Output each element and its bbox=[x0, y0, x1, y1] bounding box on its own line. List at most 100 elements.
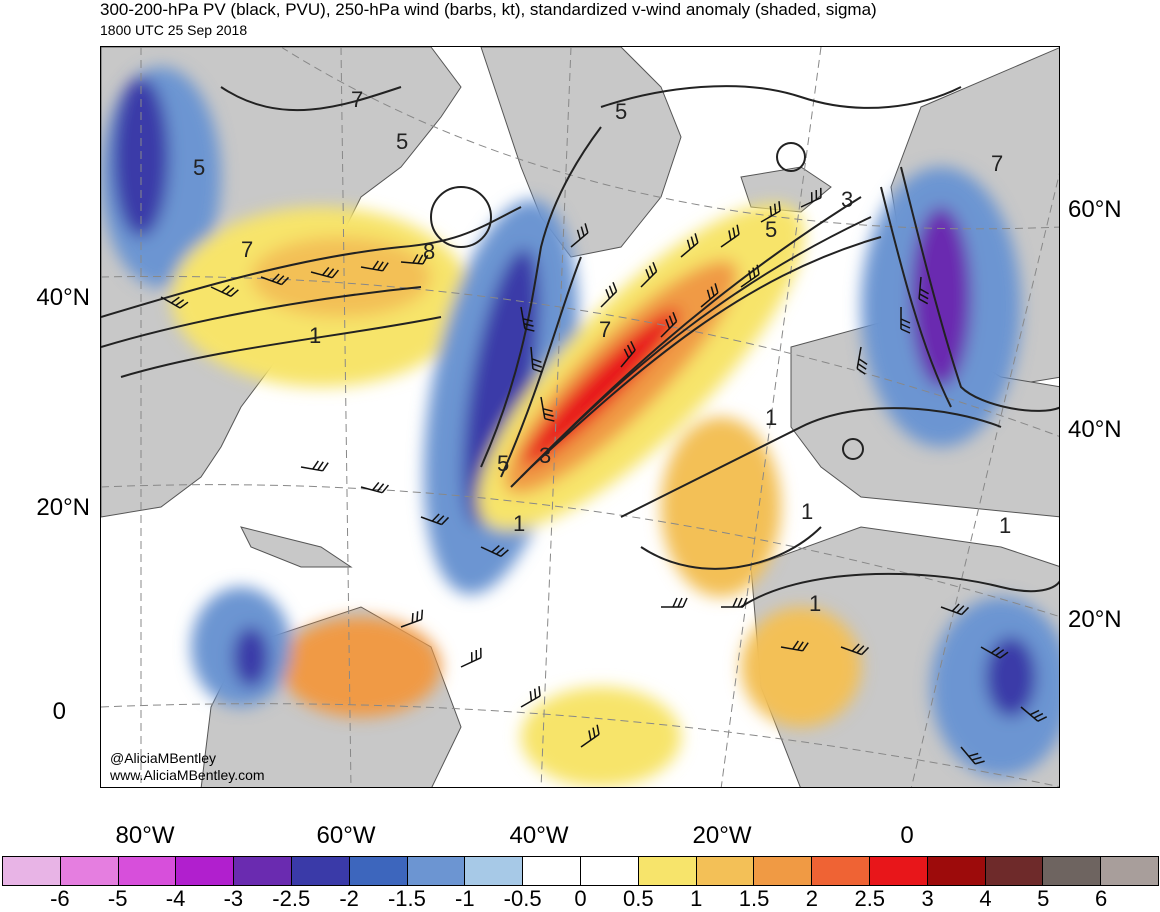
colorbar-segment bbox=[754, 857, 813, 885]
meridian-40w bbox=[540, 47, 572, 787]
contour-label: 1 bbox=[309, 323, 321, 348]
pv-contour bbox=[620, 407, 1002, 518]
wind-barb bbox=[400, 609, 424, 628]
graticule bbox=[101, 47, 1059, 787]
colorbar-tick-label: -6 bbox=[50, 886, 70, 911]
anomaly-shading bbox=[101, 67, 1059, 787]
contour-label: 5 bbox=[396, 129, 408, 154]
colorbar-segment bbox=[349, 857, 408, 885]
pv-contour bbox=[500, 256, 582, 478]
colorbar-tick-label: 1 bbox=[690, 886, 703, 911]
colorbar-segment bbox=[696, 857, 755, 885]
colorbar-segment bbox=[580, 857, 639, 885]
pv-contour bbox=[530, 236, 882, 468]
colorbar-tick-label: -0.5 bbox=[503, 886, 542, 911]
neg-anomaly-central-america-core bbox=[233, 627, 269, 687]
chart-subtitle: 1800 UTC 25 Sep 2018 bbox=[100, 22, 248, 38]
wind-barb bbox=[800, 187, 822, 208]
lon-label: 40°W bbox=[509, 822, 569, 849]
latitude-line-0 bbox=[101, 703, 1059, 787]
lat-label-left: 20°N bbox=[36, 494, 90, 521]
wind-barb bbox=[400, 254, 429, 265]
pv-contour bbox=[101, 206, 522, 318]
colorbar-segment bbox=[523, 857, 581, 885]
wind-barb bbox=[918, 276, 929, 305]
wind-barb bbox=[640, 261, 658, 288]
pv-contour bbox=[880, 186, 952, 408]
wind-barb bbox=[960, 746, 985, 765]
contour-label: 1 bbox=[801, 499, 813, 524]
wind-barb bbox=[1020, 706, 1048, 722]
wind-barb bbox=[620, 340, 636, 368]
contour-label: 7 bbox=[241, 237, 253, 262]
colorbar-tick-label: 0 bbox=[574, 886, 587, 911]
colorbar-tick-label: 2 bbox=[805, 886, 819, 911]
colorbar-tick-label: 0.5 bbox=[623, 886, 654, 911]
contour-label: 1 bbox=[513, 511, 525, 536]
wind-barb bbox=[540, 396, 555, 422]
colorbar-segment bbox=[407, 857, 466, 885]
colorbar-segment bbox=[118, 857, 177, 885]
latitude-line-20n bbox=[101, 484, 1059, 617]
colorbar-segment bbox=[1043, 857, 1102, 885]
colorbar-segment bbox=[176, 857, 235, 885]
colorbar-segment bbox=[985, 857, 1044, 885]
colorbar-tick-label: 6 bbox=[1095, 886, 1108, 911]
neg-anomaly-europe-core bbox=[911, 207, 971, 387]
wind-barb bbox=[760, 201, 781, 223]
wind-barb bbox=[160, 296, 189, 309]
iceland-land bbox=[740, 166, 832, 213]
meridian-60w bbox=[340, 47, 352, 787]
colorbar bbox=[2, 856, 1159, 886]
colorbar-tick-label: -1.5 bbox=[387, 886, 426, 911]
chart-title: 300-200-hPa PV (black, PVU), 250-hPa win… bbox=[100, 0, 877, 19]
lon-label: 20°W bbox=[692, 822, 752, 849]
wind-barb bbox=[520, 686, 541, 708]
lat-label-left: 40°N bbox=[36, 284, 90, 311]
pos-anomaly-equatorial bbox=[521, 687, 681, 787]
wind-barb bbox=[940, 603, 970, 616]
lon-label: 80°W bbox=[115, 822, 175, 849]
contour-label: 1 bbox=[809, 591, 821, 616]
lon-label: 0 bbox=[900, 822, 914, 849]
meridian-20w bbox=[720, 47, 822, 787]
colorbar-tick-label: -3 bbox=[223, 886, 244, 911]
colorbar-segment bbox=[1101, 857, 1158, 885]
contour-label: 3 bbox=[841, 187, 853, 212]
wind-barb bbox=[721, 597, 748, 608]
contour-label: 5 bbox=[497, 451, 509, 476]
colorbar-tick-label: -2 bbox=[339, 886, 359, 911]
wind-barb bbox=[900, 307, 911, 334]
contour-label: 7 bbox=[599, 317, 611, 342]
colorbar-tick-label: -2.5 bbox=[272, 886, 311, 911]
wind-barb bbox=[570, 223, 589, 248]
contour-label: 1 bbox=[999, 513, 1011, 538]
wind-barb bbox=[520, 306, 535, 332]
wind-barb bbox=[856, 346, 868, 375]
pv-contour-closed bbox=[776, 142, 806, 172]
wind-barb bbox=[600, 281, 618, 308]
meridian-0 bbox=[910, 173, 1059, 787]
wind-barb bbox=[530, 346, 543, 373]
wind-barb bbox=[310, 266, 340, 279]
contour-label: 7 bbox=[991, 151, 1003, 176]
wind-barb bbox=[840, 643, 870, 656]
wind-barb bbox=[680, 233, 699, 258]
neg-anomaly-africa-core bbox=[986, 637, 1036, 717]
contour-label: 5 bbox=[765, 217, 777, 242]
pos-anomaly-atlantic-ridge-core bbox=[522, 308, 680, 466]
pv-contour bbox=[101, 286, 422, 348]
wind-barb bbox=[740, 264, 760, 288]
pv-contour bbox=[220, 86, 402, 112]
pv-contour bbox=[480, 126, 602, 468]
colorbar-segment bbox=[812, 857, 870, 885]
credit-website: www.AliciaMBentley.com bbox=[110, 767, 265, 783]
wind-barb bbox=[260, 273, 290, 286]
colorbar-tick-label: 1.5 bbox=[738, 886, 770, 911]
latitude-line-60n bbox=[280, 47, 1059, 230]
contour-label: 5 bbox=[193, 155, 205, 180]
pv-contours bbox=[101, 85, 1059, 608]
contour-label: 1 bbox=[765, 405, 777, 430]
pos-anomaly-caribbean bbox=[281, 617, 441, 717]
latitude-line-40n bbox=[101, 275, 1059, 437]
